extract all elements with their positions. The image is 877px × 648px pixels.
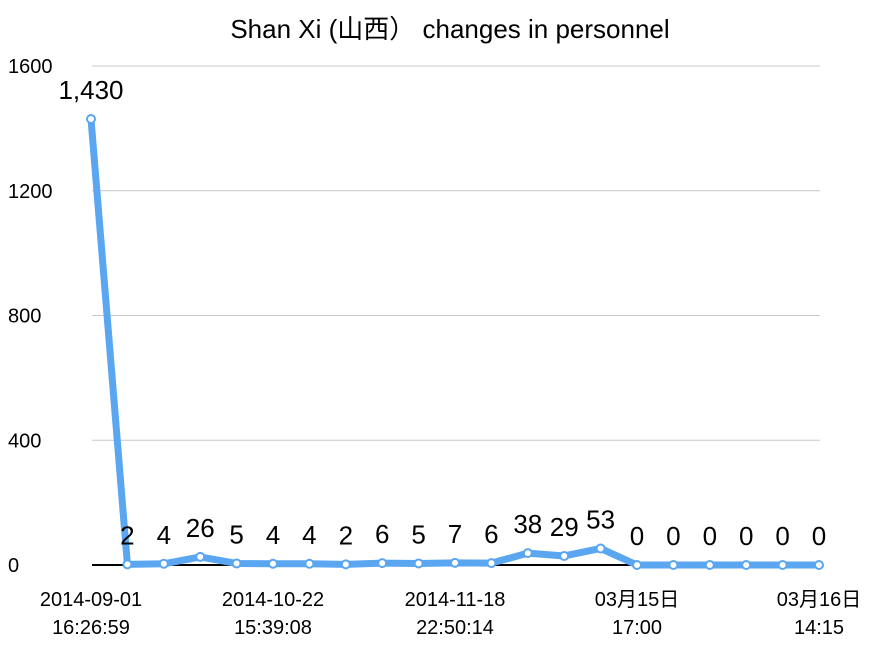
marker xyxy=(486,558,497,569)
data-label: 0 xyxy=(666,521,680,551)
marker xyxy=(595,543,606,554)
data-label: 1,430 xyxy=(58,75,123,105)
marker xyxy=(522,548,533,559)
marker xyxy=(632,560,642,570)
data-label: 6 xyxy=(375,519,389,549)
data-label: 4 xyxy=(157,520,171,550)
marker xyxy=(741,560,752,570)
marker xyxy=(158,558,169,569)
x-tick-label: 03月16日 14:15 xyxy=(776,589,862,639)
data-label: 29 xyxy=(550,512,579,542)
data-label: 53 xyxy=(586,504,615,534)
x-tick-label: 2014-11-18 22:50:14 xyxy=(404,589,506,639)
data-label: 26 xyxy=(186,513,215,543)
data-label: 6 xyxy=(484,519,498,549)
marker xyxy=(777,560,788,570)
data-label: 0 xyxy=(812,521,826,551)
y-tick-label: 400 xyxy=(8,430,41,452)
marker xyxy=(377,558,388,569)
y-tick-label: 1200 xyxy=(8,181,53,203)
data-label: 5 xyxy=(411,519,425,549)
data-label: 4 xyxy=(266,520,280,550)
y-tick-label: 1600 xyxy=(8,56,53,78)
marker xyxy=(814,560,824,570)
marker xyxy=(231,558,242,569)
data-label: 0 xyxy=(630,521,644,551)
y-tick-label: 800 xyxy=(8,306,41,328)
marker xyxy=(340,559,351,570)
marker xyxy=(704,560,715,570)
data-label: 4 xyxy=(302,520,316,550)
data-label: 2 xyxy=(339,520,353,550)
data-label: 38 xyxy=(513,509,542,539)
x-tick-label: 03月15日 17:00 xyxy=(594,589,680,639)
marker xyxy=(86,114,96,125)
chart-title: Shan Xi (山西） changes in personnel xyxy=(230,14,669,44)
marker xyxy=(413,558,424,569)
marker xyxy=(559,550,570,561)
data-label: 0 xyxy=(775,521,789,551)
x-tick-label: 2014-09-01 16:26:59 xyxy=(39,589,143,639)
marker xyxy=(450,557,460,568)
marker xyxy=(195,551,206,562)
data-label: 7 xyxy=(448,519,462,549)
marker xyxy=(122,559,133,570)
marker xyxy=(268,558,278,569)
x-tick-label: 2014-10-22 15:39:08 xyxy=(221,589,325,639)
y-tick-label: 0 xyxy=(8,555,19,577)
data-label: 0 xyxy=(703,521,717,551)
marker xyxy=(304,558,315,569)
marker xyxy=(668,560,679,570)
data-label: 2 xyxy=(120,520,134,550)
data-label: 0 xyxy=(739,521,753,551)
line xyxy=(87,118,819,569)
data-label: 5 xyxy=(229,519,243,549)
